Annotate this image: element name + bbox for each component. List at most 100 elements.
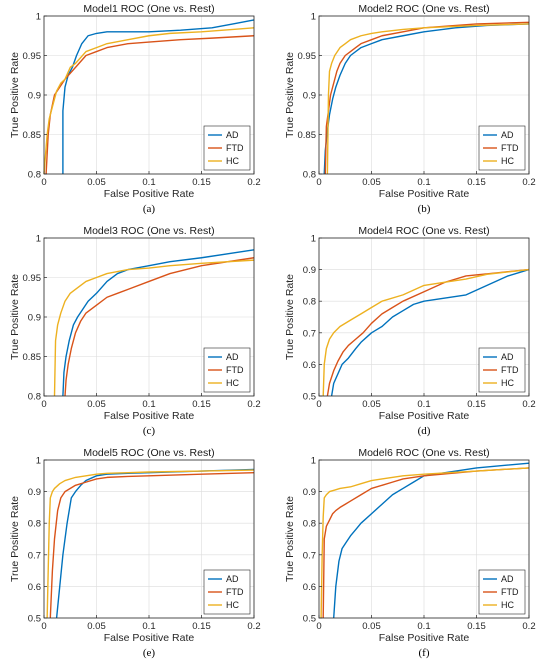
roc-chart-a: 0 0.05 0.1 0.15 0.2 0.8 0.85 0.9 0.95 1 Model1 ROC… [9,3,261,215]
roc-chart-b: 0 0.05 0.1 0.15 0.2 0.8 0.85 0.9 0.95 1 Model2 ROC… [284,3,536,215]
legend-entry-ad: AD [226,130,239,140]
legend: AD FTD HC [478,125,526,171]
legend: AD FTD HC [203,569,251,615]
legend-entry-hc: HC [226,156,239,166]
y-tick-label: 0.6 [28,582,41,593]
y-tick-label: 1 [36,456,41,467]
x-tick-label: 0.1 [417,399,430,410]
x-tick-label: 0.1 [142,621,155,632]
roc-line-hc [53,259,255,397]
y-tick-label: 1 [311,456,316,467]
roc-panel-c: 0 0.05 0.1 0.15 0.2 0.8 0.85 0.9 0.95 1 Model3 ROC… [0,222,275,444]
roc-chart-d: 0 0.05 0.1 0.15 0.2 0.5 0.6 0.7 0.8 0.9 1 Model4 RO… [284,225,536,437]
panel-label: (a) [143,203,156,215]
roc-panel-f: 0 0.05 0.1 0.15 0.2 0.5 0.6 0.7 0.8 0.9 1 Model6 RO… [275,444,550,666]
x-tick-label: 0.15 [192,399,211,410]
y-tick-label: 0.5 [303,392,316,403]
x-tick-label: 0.2 [247,621,260,632]
y-tick-label: 1 [36,234,41,245]
legend-entry-hc: HC [501,156,514,166]
x-tick-label: 0.05 [362,621,381,632]
x-axis-label: False Positive Rate [104,632,195,644]
x-axis-label: False Positive Rate [104,410,195,422]
x-tick-label: 0.15 [467,399,486,410]
y-tick-label: 0.9 [303,91,316,102]
legend-entry-ad: AD [501,574,514,584]
y-axis-label: True Positive Rate [9,52,21,138]
x-tick-label: 0.2 [522,399,535,410]
chart-title: Model2 ROC (One vs. Rest) [358,3,489,15]
y-tick-label: 0.85 [298,130,317,141]
y-tick-label: 0.5 [28,614,41,625]
roc-line-ad [330,268,530,397]
x-tick-label: 0.1 [142,177,155,188]
y-tick-label: 0.8 [303,170,316,181]
legend-entry-hc: HC [226,378,239,388]
roc-line-ftd [49,471,255,619]
roc-panel-e: 0 0.05 0.1 0.15 0.2 0.5 0.6 0.7 0.8 0.9 1 Model5 RO… [0,444,275,666]
y-tick-label: 1 [36,12,41,23]
y-tick-label: 0.95 [23,51,42,62]
y-axis-label: True Positive Rate [284,52,296,138]
y-tick-label: 0.9 [28,91,41,102]
y-tick-label: 0.9 [28,313,41,324]
roc-chart-f: 0 0.05 0.1 0.15 0.2 0.5 0.6 0.7 0.8 0.9 1 Model6 RO… [284,447,536,659]
roc-line-ftd [324,21,530,175]
x-tick-label: 0.15 [192,177,211,188]
x-tick-label: 0.1 [417,621,430,632]
y-tick-label: 0.95 [298,51,317,62]
legend-entry-hc: HC [226,600,239,610]
roc-chart-c: 0 0.05 0.1 0.15 0.2 0.8 0.85 0.9 0.95 1 Model3 ROC… [9,225,261,437]
x-tick-label: 0.05 [87,621,106,632]
x-tick-label: 0.05 [362,177,381,188]
x-tick-label: 0.15 [192,621,211,632]
legend-entry-ad: AD [226,574,239,584]
y-tick-label: 1 [311,234,316,245]
x-axis-label: False Positive Rate [379,188,470,200]
y-tick-label: 0.6 [303,360,316,371]
roc-panel-a: 0 0.05 0.1 0.15 0.2 0.8 0.85 0.9 0.95 1 Model1 ROC… [0,0,275,222]
x-axis-label: False Positive Rate [379,632,470,644]
y-tick-label: 0.6 [303,582,316,593]
roc-line-ftd [322,467,530,619]
x-tick-label: 0.2 [522,177,535,188]
x-tick-label: 0.2 [522,621,535,632]
legend-entry-ad: AD [501,130,514,140]
legend-entry-ftd: FTD [501,143,519,153]
panel-label: (b) [418,203,431,215]
y-tick-label: 0.8 [303,519,316,530]
roc-chart-e: 0 0.05 0.1 0.15 0.2 0.5 0.6 0.7 0.8 0.9 1 Model5 RO… [9,447,261,659]
y-axis-label: True Positive Rate [284,496,296,582]
legend-entry-hc: HC [501,378,514,388]
y-tick-label: 0.8 [28,519,41,530]
legend: AD FTD HC [478,569,526,615]
x-tick-label: 0.05 [87,177,106,188]
x-tick-label: 0.15 [467,177,486,188]
y-tick-label: 0.95 [23,273,42,284]
panel-label: (f) [419,647,430,659]
chart-title: Model3 ROC (One vs. Rest) [83,225,214,237]
chart-title: Model5 ROC (One vs. Rest) [83,447,214,459]
y-axis-label: True Positive Rate [9,496,21,582]
x-tick-label: 0 [41,399,46,410]
y-tick-label: 0.8 [28,392,41,403]
x-tick-label: 0 [316,399,321,410]
roc-line-hc [320,467,530,619]
x-tick-label: 0.2 [247,177,260,188]
x-axis-label: False Positive Rate [379,410,470,422]
x-tick-label: 0 [316,177,321,188]
roc-panel-d: 0 0.05 0.1 0.15 0.2 0.5 0.6 0.7 0.8 0.9 1 Model4 RO… [275,222,550,444]
x-tick-label: 0.05 [87,399,106,410]
chart-title: Model1 ROC (One vs. Rest) [83,3,214,15]
legend-entry-ftd: FTD [226,587,244,597]
y-tick-label: 0.9 [303,265,316,276]
x-tick-label: 0 [41,177,46,188]
legend-entry-ad: AD [226,352,239,362]
x-tick-label: 0.05 [362,399,381,410]
legend: AD FTD HC [203,125,251,171]
legend-entry-ftd: FTD [501,587,519,597]
x-tick-label: 0.15 [467,621,486,632]
legend-entry-ftd: FTD [226,365,244,375]
y-tick-label: 0.5 [303,614,316,625]
x-axis-label: False Positive Rate [104,188,195,200]
